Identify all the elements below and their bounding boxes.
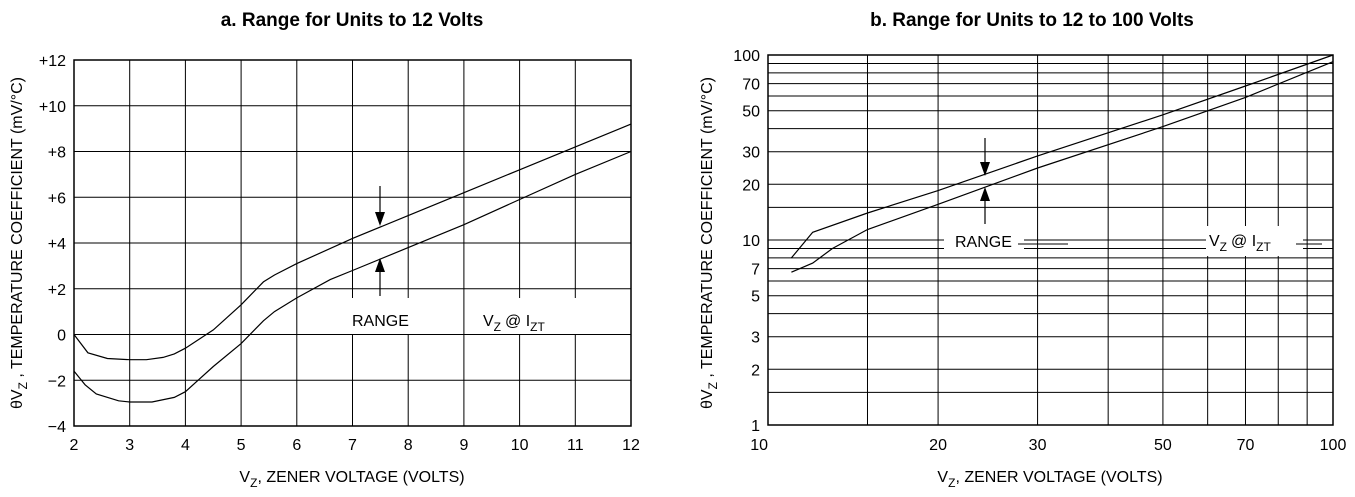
chart-a-y-tick-label: +6 — [48, 190, 66, 207]
chart-a-ylabel-sub-z: Z — [16, 382, 30, 389]
chart-a-x-tick-label: 12 — [622, 437, 640, 454]
chart-b-range-arrowhead-down — [980, 162, 990, 176]
chart-b-x-axis-label: VZ, ZENER VOLTAGE (VOLTS) — [937, 469, 1162, 490]
chart-b-xlabel-rest: , ZENER VOLTAGE (VOLTS) — [955, 469, 1162, 486]
chart-a-y-tick-label: +2 — [48, 282, 66, 299]
chart-a-y-ticks: −4 −2 0 +2 +4 +6 +8 +10 +12 — [39, 53, 66, 436]
chart-a-range-arrowhead-down — [375, 212, 385, 226]
chart-b-y-tick-label: 7 — [751, 262, 760, 279]
chart-a-lower-limit-line — [73, 150, 632, 403]
chart-a-y-tick-label: 0 — [57, 328, 66, 345]
chart-b-condition-label: VZ @ IZT — [1209, 233, 1271, 254]
chart-a-range-arrowhead-up — [375, 258, 385, 272]
chart-b: b. Range for Units to 12 to 100 Volts 10… — [699, 10, 1346, 490]
chart-a-condition-v: V — [483, 313, 494, 330]
chart-b-condition-v: V — [1209, 233, 1220, 250]
chart-b-y-tick-label: 100 — [733, 48, 760, 65]
chart-a-x-axis-label: VZ, ZENER VOLTAGE (VOLTS) — [239, 469, 464, 490]
chart-b-y-tick-label: 5 — [751, 289, 760, 306]
chart-a-x-tick-label: 2 — [70, 437, 79, 454]
chart-a-x-tick-label: 7 — [348, 437, 357, 454]
chart-b-y-ticks: 1 2 3 5 7 10 20 30 50 70 100 — [733, 48, 760, 435]
chart-b-condition-at: @ I — [1231, 233, 1256, 250]
chart-b-x-tick-label: 20 — [929, 437, 947, 454]
chart-a-x-tick-label: 6 — [292, 437, 301, 454]
chart-b-x-tick-label: 70 — [1237, 437, 1255, 454]
chart-b-x-ticks: 10 20 30 50 70 100 — [750, 437, 1346, 454]
chart-a-x-tick-label: 3 — [125, 437, 134, 454]
chart-a-x-tick-label: 4 — [181, 437, 190, 454]
chart-a-condition-sub-zt: ZT — [530, 320, 545, 334]
chart-a-x-tick-label: 10 — [511, 437, 529, 454]
chart-b-y-tick-label: 2 — [751, 362, 760, 379]
chart-a-title: a. Range for Units to 12 Volts — [221, 10, 484, 31]
chart-a-condition-bg — [472, 298, 584, 334]
chart-a-y-tick-label: +8 — [48, 145, 66, 162]
chart-b-y-axis-label: θVZ , TEMPERATURE COEFFICIENT (mV/°C) — [699, 77, 720, 409]
chart-b-y-tick-label: 70 — [742, 77, 760, 94]
chart-a-range-label: RANGE — [352, 313, 409, 330]
chart-b-y-tick-label: 1 — [751, 418, 760, 435]
chart-b-x-tick-label: 10 — [750, 437, 768, 454]
chart-a: a. Range for Units to 12 Volts 2 3 4 5 6 7 8 9 1… — [9, 10, 640, 490]
chart-a-y-tick-label: −4 — [48, 419, 66, 436]
chart-a-ylabel-theta-v: θV — [9, 389, 26, 409]
chart-a-series — [73, 123, 632, 403]
chart-b-x-tick-label: 50 — [1154, 437, 1172, 454]
chart-b-y-tick-label: 20 — [742, 177, 760, 194]
chart-a-upper-limit-line — [73, 123, 632, 361]
chart-b-range-arrowhead-up — [980, 187, 990, 201]
chart-a-y-axis-label: θVZ , TEMPERATURE COEFFICIENT (mV/°C) — [9, 77, 30, 409]
chart-b-condition-sub-z: Z — [1220, 240, 1227, 254]
chart-b-title: b. Range for Units to 12 to 100 Volts — [870, 10, 1194, 31]
chart-b-ylabel-rest: , TEMPERATURE COEFFICIENT (mV/°C) — [699, 77, 716, 382]
chart-a-y-tick-label: +4 — [48, 236, 66, 253]
chart-a-x-tick-label: 8 — [404, 437, 413, 454]
chart-a-condition-sub-z: Z — [494, 320, 501, 334]
chart-b-range-label: RANGE — [955, 234, 1012, 251]
chart-b-xlabel-sub-z: Z — [948, 476, 955, 490]
chart-a-y-tick-label: +12 — [39, 53, 66, 70]
chart-a-xlabel-rest: , ZENER VOLTAGE (VOLTS) — [257, 469, 464, 486]
chart-b-range-label-bg — [944, 228, 1024, 254]
chart-b-series — [790, 54, 1334, 273]
chart-b-grid — [768, 55, 1333, 425]
chart-b-xlabel-v: V — [937, 469, 948, 486]
chart-b-y-tick-label: 30 — [742, 145, 760, 162]
chart-b-condition-bg — [1206, 226, 1303, 256]
chart-a-x-tick-label: 9 — [459, 437, 468, 454]
chart-a-y-tick-label: −2 — [48, 373, 66, 390]
chart-a-x-ticks: 2 3 4 5 6 7 8 9 10 11 12 — [70, 437, 640, 454]
chart-b-ylabel-theta-v: θV — [699, 389, 716, 409]
chart-b-ylabel-sub-z: Z — [706, 382, 720, 389]
chart-a-grid — [74, 60, 631, 426]
chart-a-condition-label: VZ @ IZT — [483, 313, 545, 334]
chart-b-x-tick-label: 100 — [1320, 437, 1347, 454]
chart-b-upper-limit-line — [790, 54, 1334, 259]
chart-a-xlabel-v: V — [239, 469, 250, 486]
chart-a-range-label-bg — [348, 298, 418, 334]
chart-a-y-tick-label: +10 — [39, 99, 66, 116]
chart-a-condition-at: @ I — [505, 313, 530, 330]
chart-b-lower-limit-line — [791, 61, 1334, 273]
chart-b-y-tick-label: 10 — [742, 233, 760, 250]
chart-a-x-tick-label: 11 — [567, 437, 584, 454]
chart-b-x-tick-label: 30 — [1029, 437, 1047, 454]
chart-a-ylabel-rest: , TEMPERATURE COEFFICIENT (mV/°C) — [9, 77, 26, 382]
chart-a-xlabel-sub-z: Z — [250, 476, 257, 490]
chart-b-y-tick-label: 50 — [742, 104, 760, 121]
chart-b-y-tick-label: 3 — [751, 330, 760, 347]
chart-b-condition-sub-zt: ZT — [1256, 240, 1271, 254]
chart-a-x-tick-label: 5 — [237, 437, 246, 454]
